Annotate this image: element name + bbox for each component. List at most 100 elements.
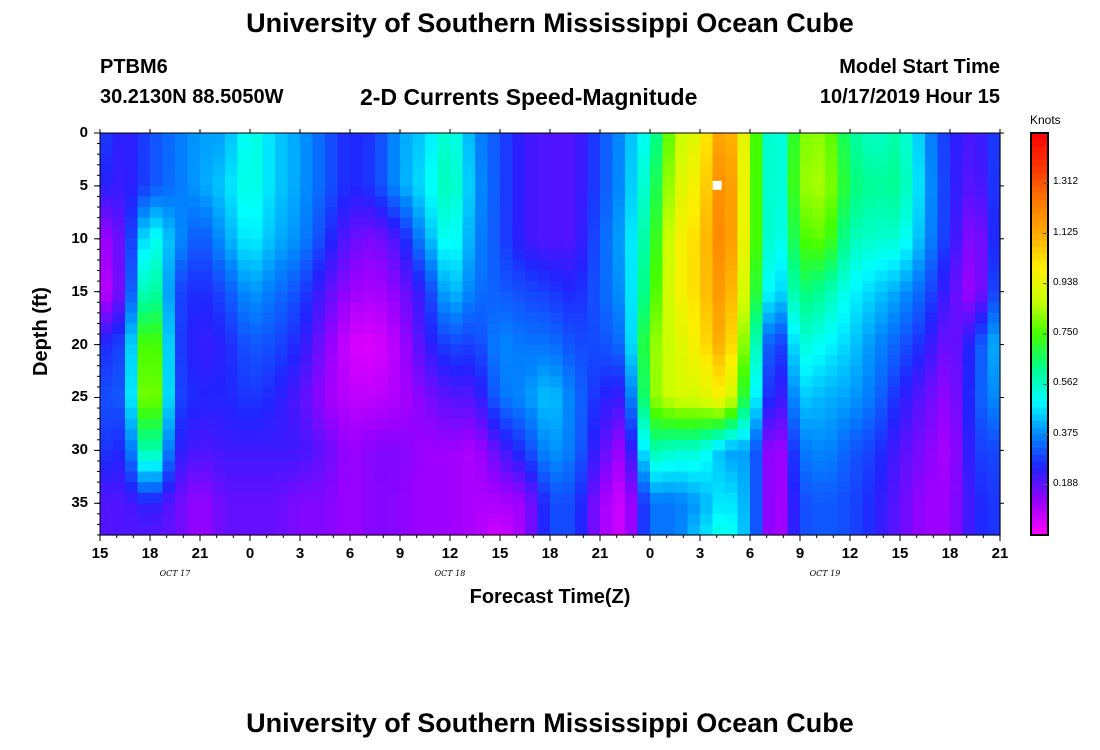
heat-cell — [825, 376, 839, 388]
heat-cell — [900, 323, 914, 335]
heat-cell — [162, 482, 176, 494]
heatmap-cells — [100, 133, 1001, 536]
heat-cell — [112, 154, 126, 166]
heat-cell — [937, 429, 951, 441]
heat-cell — [962, 365, 976, 377]
heat-cell — [162, 291, 176, 303]
heat-cell — [837, 524, 851, 536]
heat-cell — [500, 355, 514, 367]
heat-cell — [350, 397, 364, 409]
heat-cell — [937, 386, 951, 399]
heat-cell — [200, 355, 214, 367]
heat-cell — [625, 302, 639, 314]
heat-cell — [737, 175, 751, 187]
heat-cell — [350, 386, 364, 399]
heat-cell — [487, 238, 501, 250]
heat-cell — [812, 270, 826, 282]
heat-cell — [625, 323, 639, 335]
heat-cell — [987, 302, 1001, 314]
heat-cell — [200, 334, 214, 346]
heat-cell — [512, 196, 526, 208]
heat-cell — [487, 133, 501, 145]
heat-cell — [375, 471, 389, 483]
heat-cell — [212, 408, 226, 420]
heat-cell — [625, 249, 639, 261]
heat-cell — [950, 196, 964, 208]
heat-cell — [737, 207, 751, 219]
heat-cell — [250, 323, 264, 335]
heat-cell — [875, 133, 889, 145]
heat-cell — [350, 249, 364, 261]
heat-cell — [175, 503, 189, 515]
heat-cell — [675, 429, 689, 441]
heat-cell — [925, 386, 939, 399]
heat-cell — [575, 154, 589, 166]
heat-cell — [425, 503, 439, 515]
heat-cell — [100, 408, 114, 420]
heat-cell — [975, 524, 989, 536]
heat-cell — [337, 238, 351, 250]
heat-cell — [575, 312, 589, 325]
heat-cell — [462, 344, 476, 356]
heat-cell — [750, 302, 764, 314]
heat-cell — [812, 281, 826, 293]
heat-cell — [825, 524, 839, 536]
heat-cell — [362, 376, 376, 388]
heat-cell — [587, 482, 601, 494]
heat-cell — [612, 355, 626, 367]
heat-cell — [525, 164, 539, 176]
heat-cell — [962, 408, 976, 420]
heat-cell — [975, 429, 989, 441]
heat-cell — [362, 408, 376, 420]
heat-cell — [412, 355, 426, 367]
heat-cell — [775, 503, 789, 515]
heat-cell — [125, 207, 139, 219]
heat-cell — [862, 503, 876, 515]
heat-cell — [975, 270, 989, 282]
heat-cell — [987, 238, 1001, 250]
heat-cell — [300, 429, 314, 441]
heat-cell — [350, 228, 364, 240]
heat-cell — [150, 482, 164, 494]
heat-cell — [612, 334, 626, 346]
heat-cell — [112, 408, 126, 420]
colorbar-segment — [1031, 260, 1048, 268]
heat-cell — [462, 439, 476, 451]
heat-cell — [200, 450, 214, 462]
heat-cell — [250, 439, 264, 451]
heat-cell — [400, 238, 414, 250]
heat-cell — [150, 302, 164, 314]
heat-cell — [375, 460, 389, 473]
heat-cell — [700, 323, 714, 335]
heat-cell — [337, 323, 351, 335]
heat-cell — [987, 524, 1001, 536]
heat-cell — [600, 217, 614, 229]
heat-cell — [637, 365, 651, 377]
heat-cell — [625, 408, 639, 420]
heat-cell — [125, 302, 139, 314]
colorbar-tick-label: 1.312 — [1053, 176, 1079, 188]
heat-cell — [112, 397, 126, 409]
heat-cell — [862, 302, 876, 314]
heat-cell — [137, 196, 151, 208]
heat-cell — [575, 143, 589, 155]
heat-cell — [275, 355, 289, 367]
heat-cell — [175, 397, 189, 409]
heat-cell — [725, 334, 739, 346]
heat-cell — [400, 133, 414, 145]
heat-cell — [725, 302, 739, 314]
heat-cell — [587, 302, 601, 314]
heat-cell — [137, 334, 151, 346]
heat-cell — [275, 397, 289, 409]
heat-cell — [737, 238, 751, 250]
heat-cell — [912, 439, 926, 451]
heat-cell — [975, 492, 989, 504]
heat-cell — [687, 492, 701, 504]
heat-cell — [550, 429, 564, 441]
heat-cell — [662, 418, 676, 430]
heat-cell — [425, 217, 439, 229]
heat-cell — [475, 365, 489, 377]
heat-cell — [487, 376, 501, 388]
heat-cell — [437, 492, 451, 504]
heat-cell — [387, 503, 401, 515]
